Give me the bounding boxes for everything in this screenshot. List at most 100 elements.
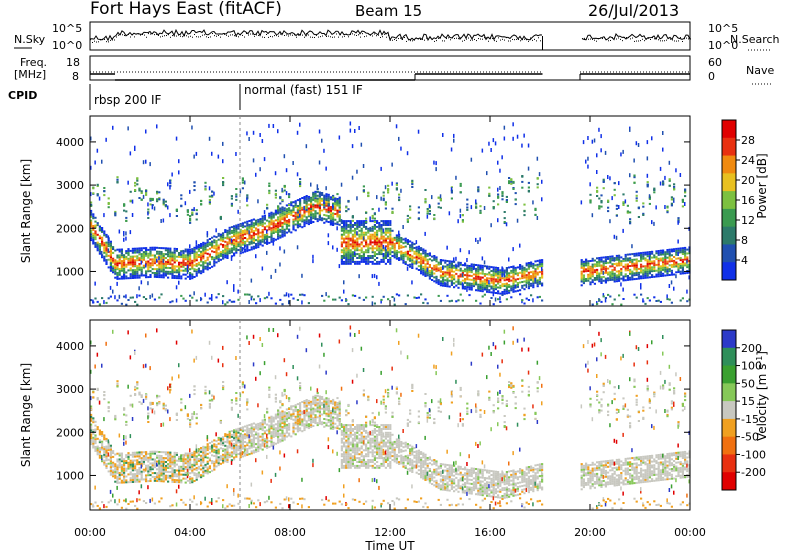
power-pixel	[479, 278, 482, 281]
power-pixel	[596, 189, 599, 192]
power-pixel	[629, 278, 632, 281]
power-pixel	[270, 219, 273, 222]
power-pixel	[684, 264, 687, 267]
power-pixel	[340, 260, 343, 263]
power-pixel	[318, 204, 321, 207]
power-pixel	[134, 273, 137, 275]
power-pixel	[409, 246, 412, 249]
power-colorbar-tick-label: 12	[741, 214, 755, 227]
power-pixel	[450, 270, 453, 273]
power-pixel	[314, 212, 317, 215]
velocity-pixel	[103, 398, 106, 401]
power-pixel	[640, 283, 642, 288]
power-pixel	[477, 186, 480, 189]
power-pixel	[211, 195, 214, 198]
power-pixel	[521, 265, 524, 268]
velocity-pixel	[103, 417, 105, 422]
velocity-pixel	[138, 393, 141, 396]
power-pixel	[277, 222, 280, 225]
power-pixel	[224, 244, 227, 247]
power-pixel	[266, 241, 269, 243]
power-pixel	[624, 273, 627, 276]
power-pixel	[426, 258, 429, 261]
power-pixel	[411, 255, 414, 258]
power-pixel	[611, 255, 614, 258]
power-pixel	[415, 240, 418, 245]
velocity-pixel	[98, 447, 101, 449]
power-pixel	[472, 273, 475, 276]
power-pixel	[92, 242, 95, 245]
power-pixel	[600, 276, 603, 279]
velocity-pixel	[134, 451, 137, 454]
power-pixel	[382, 222, 385, 224]
power-pixel	[235, 228, 238, 231]
power-pixel	[675, 257, 678, 260]
power-pixel	[140, 268, 143, 271]
power-pixel	[252, 226, 255, 229]
velocity-pixel	[125, 507, 128, 510]
power-pixel	[604, 297, 607, 299]
power-pixel	[387, 260, 390, 263]
power-pixel	[365, 262, 368, 265]
power-pixel	[624, 255, 627, 258]
velocity-pixel	[116, 458, 119, 461]
power-pixel	[299, 202, 302, 204]
power-pixel	[349, 255, 352, 257]
power-pixel	[184, 250, 187, 253]
power-pixel	[294, 215, 297, 218]
power-pixel	[512, 279, 515, 282]
velocity-pixel	[136, 507, 139, 510]
velocity-pixel	[158, 458, 161, 461]
power-pixel	[648, 255, 651, 260]
power-pixel	[431, 275, 434, 278]
power-pixel	[400, 252, 403, 255]
power-pixel	[175, 298, 178, 303]
power-pixel	[343, 225, 346, 228]
power-colorbar-swatch	[722, 262, 736, 281]
power-pixel	[200, 256, 203, 259]
power-pixel	[230, 256, 233, 261]
power-pixel	[127, 252, 130, 254]
power-pixel	[618, 181, 620, 186]
power-pixel	[281, 231, 284, 234]
power-pixel	[657, 299, 660, 302]
power-pixel	[107, 245, 110, 248]
noise-search-point	[338, 36, 339, 38]
power-pixel	[365, 243, 368, 246]
power-pixel	[195, 218, 198, 221]
power-pixel	[153, 298, 156, 301]
power-pixel	[523, 214, 526, 217]
power-pixel	[184, 277, 187, 280]
power-pixel	[354, 249, 357, 252]
power-pixel	[497, 160, 499, 165]
power-pixel	[673, 261, 676, 264]
power-pixel	[343, 227, 346, 230]
velocity-pixel	[138, 453, 141, 456]
power-pixel	[334, 203, 337, 206]
power-pixel	[600, 258, 603, 261]
power-pixel	[281, 225, 284, 228]
power-pixel	[411, 241, 414, 244]
power-pixel	[255, 233, 258, 236]
power-pixel	[488, 273, 491, 276]
power-pixel	[488, 141, 490, 146]
power-pixel	[415, 246, 418, 249]
power-pixel	[285, 208, 288, 211]
power-pixel	[217, 260, 220, 263]
power-pixel	[593, 265, 596, 268]
power-pixel	[109, 250, 112, 253]
noise-search-point	[610, 39, 611, 41]
power-pixel	[503, 288, 506, 291]
power-pixel	[510, 271, 513, 274]
power-pixel	[646, 261, 649, 263]
power-pixel	[532, 266, 535, 269]
power-pixel	[585, 264, 588, 267]
velocity-pixel	[151, 466, 154, 469]
power-pixel	[503, 283, 506, 286]
power-pixel	[334, 207, 337, 210]
power-pixel	[457, 265, 460, 268]
power-pixel	[499, 300, 502, 303]
velocity-pixel	[123, 465, 126, 468]
noise-search-point	[502, 38, 503, 40]
power-pixel	[318, 209, 321, 211]
